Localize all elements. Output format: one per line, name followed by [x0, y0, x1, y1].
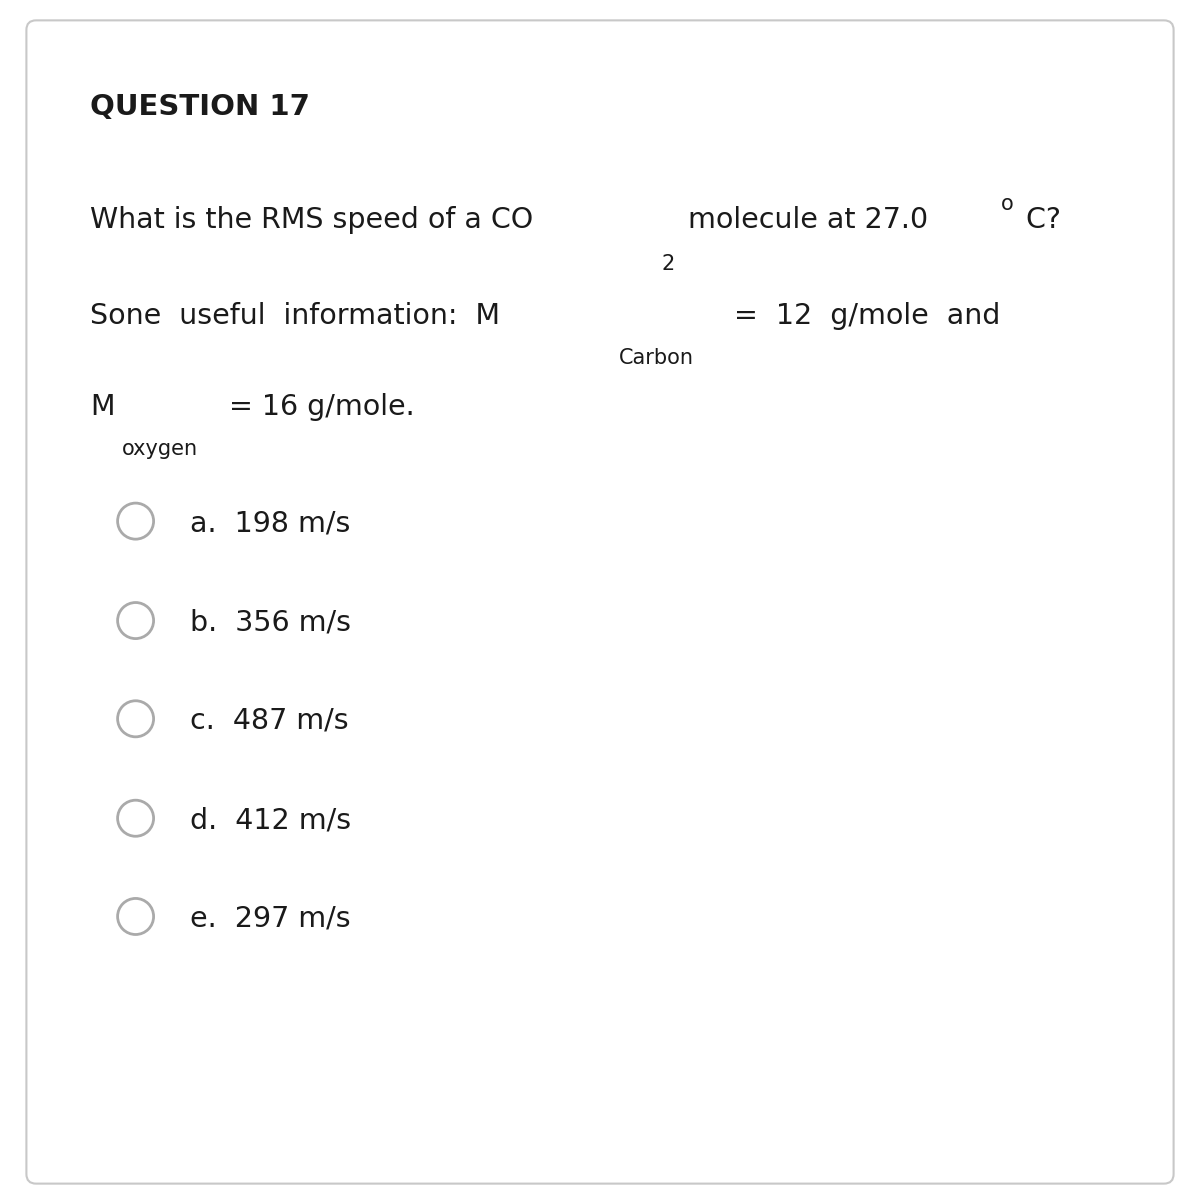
Ellipse shape — [118, 800, 154, 836]
Text: a.  198 m/s: a. 198 m/s — [190, 509, 350, 537]
Text: b.  356 m/s: b. 356 m/s — [190, 609, 350, 636]
Ellipse shape — [118, 603, 154, 639]
Text: What is the RMS speed of a CO: What is the RMS speed of a CO — [90, 206, 533, 234]
Text: Sone  useful  information:  M: Sone useful information: M — [90, 302, 500, 329]
Text: C?: C? — [1016, 206, 1061, 234]
Text: molecule at 27.0: molecule at 27.0 — [679, 206, 928, 234]
FancyBboxPatch shape — [26, 20, 1174, 1184]
Text: e.  297 m/s: e. 297 m/s — [190, 904, 350, 932]
Text: d.  412 m/s: d. 412 m/s — [190, 806, 350, 834]
Text: oxygen: oxygen — [121, 438, 198, 459]
Text: c.  487 m/s: c. 487 m/s — [190, 707, 348, 734]
Text: M: M — [90, 393, 114, 420]
Text: o: o — [1001, 194, 1013, 214]
Ellipse shape — [118, 898, 154, 934]
Text: Carbon: Carbon — [619, 347, 694, 368]
Ellipse shape — [118, 701, 154, 737]
Text: QUESTION 17: QUESTION 17 — [90, 93, 310, 121]
Text: 2: 2 — [662, 254, 676, 274]
Text: =  12  g/mole  and: = 12 g/mole and — [716, 302, 1000, 329]
Text: = 16 g/mole.: = 16 g/mole. — [220, 393, 414, 420]
Ellipse shape — [118, 503, 154, 539]
